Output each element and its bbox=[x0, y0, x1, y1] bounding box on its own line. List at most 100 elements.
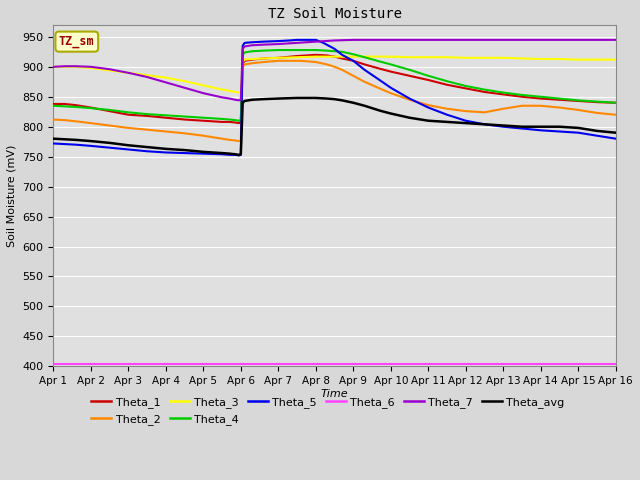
Theta_2 bbox=[275, 58, 282, 64]
Theta_avg bbox=[406, 115, 413, 120]
Theta_4 bbox=[200, 115, 207, 120]
Line: Theta_avg: Theta_avg bbox=[53, 98, 616, 155]
Theta_3 bbox=[387, 54, 395, 60]
Theta_3 bbox=[293, 54, 301, 60]
Theta_5 bbox=[481, 121, 488, 127]
Theta_3 bbox=[239, 59, 246, 65]
Theta_7 bbox=[87, 64, 95, 70]
Theta_avg bbox=[612, 130, 620, 135]
Theta_6 bbox=[499, 361, 507, 367]
Theta_avg bbox=[237, 151, 244, 157]
Theta_3 bbox=[49, 64, 57, 70]
Theta_5 bbox=[338, 52, 346, 58]
Theta_3 bbox=[237, 89, 244, 95]
X-axis label: Time: Time bbox=[321, 389, 348, 399]
Theta_7 bbox=[537, 37, 545, 43]
Theta_4 bbox=[406, 67, 413, 72]
Theta_2 bbox=[259, 59, 267, 65]
Theta_1 bbox=[143, 113, 151, 119]
Theta_1 bbox=[349, 58, 357, 64]
Theta_7 bbox=[293, 40, 301, 46]
Theta_6 bbox=[462, 361, 470, 367]
Theta_6 bbox=[125, 361, 132, 367]
Theta_3 bbox=[575, 57, 582, 62]
Theta_avg bbox=[61, 136, 68, 142]
Theta_1 bbox=[125, 112, 132, 118]
Theta_1 bbox=[424, 77, 432, 83]
Theta_6 bbox=[162, 361, 170, 367]
Theta_3 bbox=[368, 54, 376, 60]
Theta_1 bbox=[162, 115, 170, 120]
Theta_avg bbox=[443, 119, 451, 125]
Theta_5 bbox=[275, 38, 282, 44]
Theta_7 bbox=[387, 37, 395, 43]
Theta_2 bbox=[443, 106, 451, 112]
Theta_3 bbox=[72, 64, 80, 70]
Theta_4 bbox=[349, 51, 357, 57]
Theta_3 bbox=[235, 90, 243, 96]
Theta_1 bbox=[481, 89, 488, 95]
Theta_7 bbox=[556, 37, 563, 43]
Theta_1 bbox=[575, 98, 582, 104]
Theta_5 bbox=[180, 150, 188, 156]
Theta_avg bbox=[218, 150, 226, 156]
Theta_7 bbox=[241, 44, 248, 49]
Theta_2 bbox=[231, 138, 239, 144]
Theta_2 bbox=[424, 102, 432, 108]
Theta_5 bbox=[72, 142, 80, 147]
Theta_3 bbox=[248, 56, 256, 62]
Theta_1 bbox=[231, 120, 239, 125]
Theta_2 bbox=[106, 122, 113, 128]
Theta_7 bbox=[200, 90, 207, 96]
Theta_5 bbox=[462, 118, 470, 124]
Theta_4 bbox=[49, 103, 57, 108]
Theta_5 bbox=[218, 151, 226, 157]
Theta_2 bbox=[537, 103, 545, 108]
Theta_2 bbox=[575, 107, 582, 113]
Theta_avg bbox=[143, 144, 151, 150]
Theta_6 bbox=[87, 361, 95, 367]
Theta_3 bbox=[462, 55, 470, 60]
Theta_6 bbox=[49, 361, 57, 367]
Theta_avg bbox=[248, 97, 256, 103]
Theta_7 bbox=[180, 85, 188, 91]
Theta_4 bbox=[235, 118, 243, 124]
Theta_2 bbox=[556, 105, 563, 110]
Theta_4 bbox=[481, 87, 488, 93]
Theta_2 bbox=[218, 136, 226, 142]
Theta_avg bbox=[593, 128, 601, 134]
Theta_2 bbox=[235, 138, 243, 144]
Theta_avg bbox=[349, 100, 357, 106]
Theta_4 bbox=[241, 49, 248, 55]
Line: Theta_2: Theta_2 bbox=[53, 61, 616, 141]
Theta_5 bbox=[285, 37, 293, 43]
Theta_7 bbox=[312, 39, 319, 45]
Theta_4 bbox=[376, 59, 383, 64]
Theta_4 bbox=[537, 94, 545, 100]
Theta_3 bbox=[424, 54, 432, 60]
Theta_4 bbox=[72, 104, 80, 110]
Theta_avg bbox=[518, 124, 526, 130]
Theta_avg bbox=[323, 96, 331, 101]
Theta_5 bbox=[575, 130, 582, 135]
Theta_6 bbox=[575, 361, 582, 367]
Theta_3 bbox=[87, 65, 95, 71]
Theta_5 bbox=[61, 141, 68, 147]
Theta_1 bbox=[106, 108, 113, 114]
Theta_avg bbox=[387, 111, 395, 117]
Theta_4 bbox=[556, 96, 563, 101]
Theta_avg bbox=[312, 95, 319, 101]
Theta_2 bbox=[226, 137, 234, 143]
Line: Theta_7: Theta_7 bbox=[53, 40, 616, 100]
Theta_avg bbox=[49, 136, 57, 142]
Theta_2 bbox=[49, 117, 57, 122]
Legend: Theta_1, Theta_2, Theta_3, Theta_4, Theta_5, Theta_6, Theta_7, Theta_avg: Theta_1, Theta_2, Theta_3, Theta_4, Thet… bbox=[87, 393, 569, 429]
Theta_3 bbox=[593, 57, 601, 62]
Theta_1 bbox=[87, 105, 95, 110]
Theta_5 bbox=[87, 143, 95, 149]
Theta_avg bbox=[293, 95, 301, 101]
Theta_7 bbox=[239, 46, 246, 52]
Theta_2 bbox=[200, 133, 207, 139]
Theta_4 bbox=[106, 107, 113, 113]
Theta_avg bbox=[575, 125, 582, 131]
